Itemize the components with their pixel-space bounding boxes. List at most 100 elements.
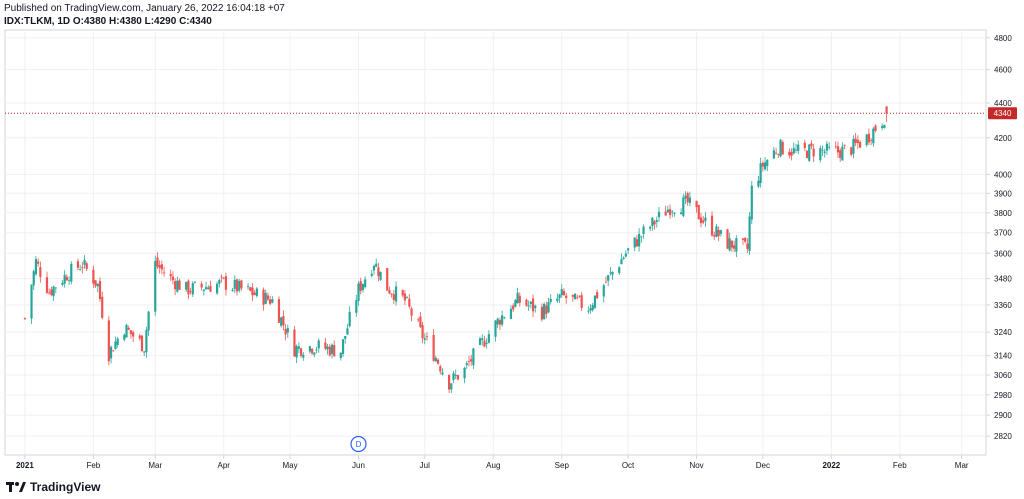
candle-body[interactable] xyxy=(107,320,110,362)
candle-body[interactable] xyxy=(114,341,117,349)
candle-body[interactable] xyxy=(361,283,365,290)
candle-body[interactable] xyxy=(101,296,104,318)
candle-body[interactable] xyxy=(730,240,734,248)
candle-body[interactable] xyxy=(797,144,800,152)
candle-body[interactable] xyxy=(375,263,378,267)
candle-body[interactable] xyxy=(792,148,795,154)
candle-body[interactable] xyxy=(883,124,886,129)
candle-body[interactable] xyxy=(98,280,102,299)
candle-body[interactable] xyxy=(410,308,413,316)
candle-body[interactable] xyxy=(408,298,411,307)
candle-body[interactable] xyxy=(138,335,141,339)
candle-body[interactable] xyxy=(311,348,314,354)
candle-body[interactable] xyxy=(828,146,831,148)
candle-body[interactable] xyxy=(565,295,568,299)
candle-body[interactable] xyxy=(127,327,130,330)
candle-body[interactable] xyxy=(344,336,347,339)
candle-body[interactable] xyxy=(666,209,669,213)
candle-body[interactable] xyxy=(280,317,283,326)
candle-body[interactable] xyxy=(640,236,643,238)
candle-body[interactable] xyxy=(534,305,537,309)
candle-body[interactable] xyxy=(657,211,661,218)
candle-body[interactable] xyxy=(686,193,689,203)
candle-body[interactable] xyxy=(129,330,133,335)
candle-body[interactable] xyxy=(341,339,345,354)
candle-body[interactable] xyxy=(193,281,197,283)
candle-body[interactable] xyxy=(604,281,608,283)
candle-body[interactable] xyxy=(251,287,254,296)
candle-body[interactable] xyxy=(324,342,327,349)
candle-body[interactable] xyxy=(545,305,548,315)
candle-body[interactable] xyxy=(593,295,597,308)
candle-body[interactable] xyxy=(277,299,281,323)
candle-body[interactable] xyxy=(750,185,753,220)
candle-body[interactable] xyxy=(238,280,241,291)
candle-body[interactable] xyxy=(626,248,630,251)
symbol-label[interactable]: IDX:TLKM, 1D xyxy=(4,16,71,27)
candle-body[interactable] xyxy=(448,374,451,390)
candle-body[interactable] xyxy=(602,285,605,297)
candle-body[interactable] xyxy=(728,238,731,251)
candle-body[interactable] xyxy=(854,138,857,143)
candle-body[interactable] xyxy=(726,229,729,249)
candle-body[interactable] xyxy=(70,263,73,282)
candle-body[interactable] xyxy=(790,152,793,156)
candle-body[interactable] xyxy=(852,139,855,154)
candle-body[interactable] xyxy=(34,259,38,275)
candle-body[interactable] xyxy=(434,357,437,362)
candle-body[interactable] xyxy=(269,299,272,304)
candle-body[interactable] xyxy=(401,290,404,296)
candle-body[interactable] xyxy=(516,292,519,304)
candle-body[interactable] xyxy=(357,283,360,301)
candle-body[interactable] xyxy=(772,150,775,159)
candle-body[interactable] xyxy=(531,298,535,312)
candle-body[interactable] xyxy=(45,277,49,293)
candle-body[interactable] xyxy=(189,291,192,293)
candle-body[interactable] xyxy=(843,144,846,146)
candle-body[interactable] xyxy=(635,239,639,247)
candle-body[interactable] xyxy=(394,286,398,302)
candle-body[interactable] xyxy=(54,287,57,289)
candle-body[interactable] xyxy=(372,265,376,271)
candle-body[interactable] xyxy=(624,253,627,257)
candle-body[interactable] xyxy=(470,359,473,362)
candle-body[interactable] xyxy=(30,284,33,319)
candle-body[interactable] xyxy=(580,295,583,308)
candle-body[interactable] xyxy=(328,346,331,356)
candle-body[interactable] xyxy=(673,212,676,214)
candle-body[interactable] xyxy=(821,149,824,151)
candle-body[interactable] xyxy=(209,285,212,292)
candle-body[interactable] xyxy=(777,154,780,156)
candle-body[interactable] xyxy=(162,272,166,274)
candle-body[interactable] xyxy=(48,292,51,294)
candle-body[interactable] xyxy=(240,280,243,289)
candle-body[interactable] xyxy=(573,293,577,300)
candle-body[interactable] xyxy=(441,372,444,375)
candle-body[interactable] xyxy=(233,280,236,289)
candle-body[interactable] xyxy=(297,346,300,349)
candle-body[interactable] xyxy=(231,289,234,291)
candle-body[interactable] xyxy=(653,221,656,225)
candle-body[interactable] xyxy=(463,367,466,379)
candle-body[interactable] xyxy=(253,292,256,295)
candle-body[interactable] xyxy=(390,293,393,295)
candle-body[interactable] xyxy=(220,276,223,278)
dividend-event-icon[interactable] xyxy=(350,435,367,453)
candle-body[interactable] xyxy=(668,209,672,216)
candle-body[interactable] xyxy=(174,281,177,290)
candle-body[interactable] xyxy=(794,149,798,151)
candle-body[interactable] xyxy=(805,150,809,159)
candle-body[interactable] xyxy=(156,257,159,267)
candle-body[interactable] xyxy=(472,348,475,366)
candle-body[interactable] xyxy=(330,344,334,354)
candle-body[interactable] xyxy=(419,316,422,327)
candle-body[interactable] xyxy=(699,217,703,224)
candle-body[interactable] xyxy=(39,267,42,277)
candle-body[interactable] xyxy=(850,147,853,155)
candle-body[interactable] xyxy=(132,332,135,337)
candle-body[interactable] xyxy=(856,139,859,144)
candle-body[interactable] xyxy=(266,295,270,300)
candle-body[interactable] xyxy=(825,143,829,151)
candle-body[interactable] xyxy=(746,243,749,249)
candle-body[interactable] xyxy=(313,352,316,355)
